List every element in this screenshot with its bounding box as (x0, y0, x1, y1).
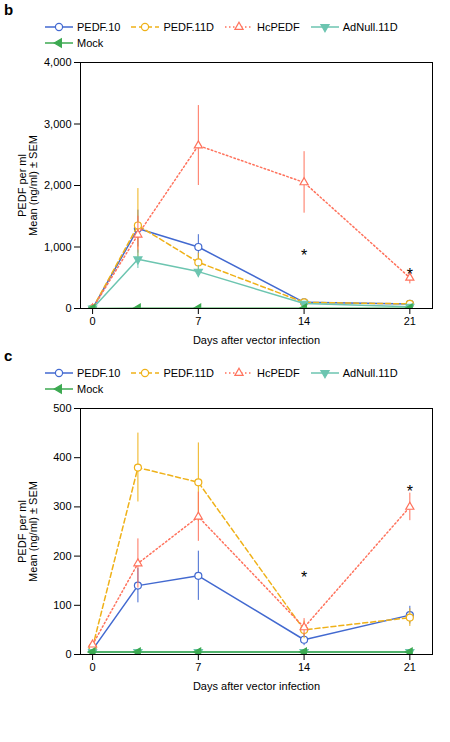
html-text:b: b (4, 1, 14, 18)
html-text:PEDF.10: PEDF.10 (77, 367, 121, 379)
svg-text:500: 500 (53, 402, 71, 414)
svg-text:14: 14 (298, 661, 310, 673)
svg-text:0: 0 (65, 648, 71, 660)
svg-text:*: * (407, 266, 413, 283)
html-text:Mock: Mock (77, 37, 104, 49)
svg-text:0: 0 (90, 661, 96, 673)
svg-text:100: 100 (53, 599, 71, 611)
svg-text:3,000: 3,000 (44, 118, 72, 130)
svg-text:400: 400 (53, 451, 71, 463)
svg-text:PEDF per mlMean (ng/ml) ± SEM: PEDF per mlMean (ng/ml) ± SEM (16, 135, 39, 236)
html-text:PEDF.10: PEDF.10 (77, 21, 121, 33)
html-text:AdNull.11D: AdNull.11D (342, 367, 398, 379)
svg-text:*: * (407, 483, 413, 500)
svg-text:2,000: 2,000 (44, 179, 72, 191)
html-text:PEDF.11D: PEDF.11D (163, 367, 214, 379)
svg-text:4,000: 4,000 (44, 56, 72, 68)
svg-text:PEDF per mlMean (ng/ml) ± SEM: PEDF per mlMean (ng/ml) ± SEM (16, 481, 39, 582)
svg-text:14: 14 (298, 315, 310, 327)
svg-text:0: 0 (90, 315, 96, 327)
svg-text:0: 0 (65, 302, 71, 314)
html-text:HcPEDF: HcPEDF (257, 367, 300, 379)
html-text:c: c (4, 347, 13, 364)
html-text:Mock: Mock (77, 383, 104, 395)
svg-text:Days after vector infection: Days after vector infection (193, 334, 320, 346)
html-text:HcPEDF: HcPEDF (257, 21, 300, 33)
svg-text:7: 7 (195, 661, 201, 673)
svg-text:Days after vector infection: Days after vector infection (193, 680, 320, 692)
svg-text:*: * (301, 569, 307, 586)
svg-text:300: 300 (53, 500, 71, 512)
svg-text:21: 21 (404, 315, 416, 327)
html-text:PEDF.11D: PEDF.11D (163, 21, 214, 33)
svg-text:7: 7 (195, 315, 201, 327)
svg-text:200: 200 (53, 550, 71, 562)
svg-text:*: * (301, 247, 307, 264)
svg-text:1,000: 1,000 (44, 241, 72, 253)
svg-text:21: 21 (404, 661, 416, 673)
html-text:AdNull.11D: AdNull.11D (342, 21, 398, 33)
